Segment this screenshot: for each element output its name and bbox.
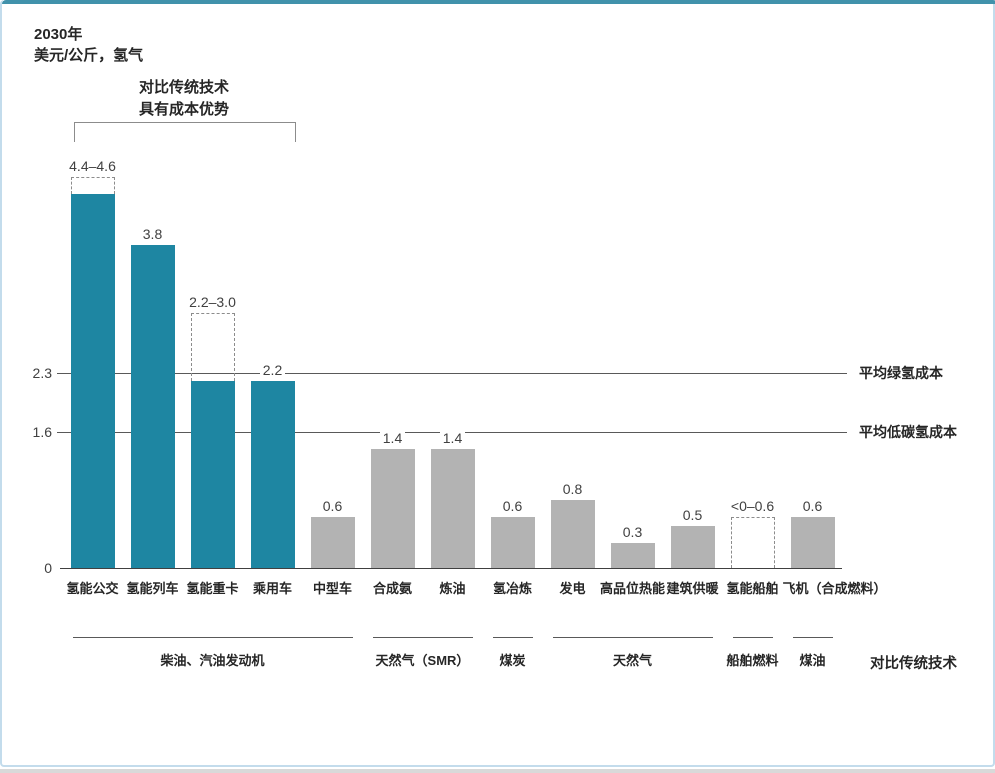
- cost-advantage-annotation-line1: 对比传统技术: [138, 79, 229, 96]
- bar-氢能列车: [130, 245, 175, 568]
- bar-飞机（合成燃料）: [790, 517, 835, 568]
- group-label-1: 天然气（SMR）: [375, 653, 470, 668]
- reference-line-label-0: 平均绿氢成本: [859, 364, 943, 381]
- bar-value-氢能列车: 3.8: [93, 226, 213, 242]
- group-line-2: [492, 637, 533, 638]
- category-label-发电: 发电: [559, 581, 586, 596]
- bar-value-中型车: 0.6: [273, 498, 393, 514]
- bar-发电: [550, 500, 595, 568]
- bar-合成氨: [370, 449, 415, 568]
- bar-中型车: [310, 517, 355, 568]
- bar-range-氢能船舶: [730, 517, 775, 568]
- group-line-0: [72, 637, 353, 638]
- bar-乘用车: [250, 381, 295, 568]
- bar-value-氢能重卡: 2.2–3.0: [153, 294, 273, 310]
- bar-氢能重卡: [190, 381, 235, 568]
- group-label-4: 船舶燃料: [726, 653, 779, 668]
- bar-建筑供暖: [670, 525, 715, 568]
- cost-advantage-annotation-line2: 具有成本优势: [138, 101, 229, 118]
- bar-value-合成氨: 1.4: [333, 430, 453, 446]
- category-label-炼油: 炼油: [439, 581, 466, 596]
- y-axis-tick-1.6: 1.6: [32, 424, 52, 440]
- group-label-2: 煤炭: [499, 653, 526, 668]
- category-label-氢冶炼: 氢冶炼: [492, 581, 532, 596]
- comparison-axis-label: 对比传统技术: [870, 656, 957, 672]
- group-label-5: 煤油: [799, 653, 826, 668]
- reference-line-label-1: 平均低碳氢成本: [859, 424, 957, 440]
- cost-advantage-annotation: 对比传统技术 具有成本优势: [84, 77, 284, 121]
- category-label-高品位热能: 高品位热能: [599, 581, 665, 596]
- reference-line-2.3: [57, 372, 847, 374]
- chart-title-year: 2030年: [34, 26, 83, 43]
- top-accent-bar: [2, 0, 995, 4]
- bar-value-建筑供暖: 0.5: [633, 506, 753, 523]
- bar-value-发电: 0.8: [513, 481, 633, 497]
- group-label-0: 柴油、汽油发动机: [160, 653, 265, 668]
- chart-title-block: 2030年 美元/公斤，氢气: [34, 24, 143, 66]
- category-label-合成氨: 合成氨: [372, 581, 412, 596]
- bar-value-飞机（合成燃料）: 0.6: [753, 498, 873, 514]
- bar-value-乘用车: 2.2: [213, 362, 333, 378]
- bar-氢冶炼: [490, 517, 535, 568]
- bar-高品位热能: [610, 542, 655, 568]
- category-label-氢能重卡: 氢能重卡: [186, 581, 239, 596]
- group-line-4: [732, 637, 773, 638]
- bar-range-氢能重卡: [190, 313, 235, 381]
- group-line-1: [372, 637, 473, 638]
- category-label-氢能船舶: 氢能船舶: [726, 581, 779, 596]
- category-label-中型车: 中型车: [312, 581, 352, 596]
- y-axis-tick-0: 0: [44, 560, 52, 576]
- bar-value-氢能船舶: <0–0.6: [693, 498, 813, 514]
- y-axis-tick-2.3: 2.3: [32, 364, 52, 381]
- bar-value-高品位热能: 0.3: [573, 523, 693, 540]
- bar-range-氢能公交: [70, 177, 115, 194]
- page-bottom-strip: [0, 769, 995, 773]
- bar-value-氢冶炼: 0.6: [453, 498, 573, 514]
- group-line-3: [552, 637, 713, 638]
- category-label-氢能公交: 氢能公交: [66, 581, 119, 596]
- chart-title-unit: 美元/公斤，氢气: [34, 47, 144, 64]
- group-label-3: 天然气: [612, 653, 652, 668]
- bar-value-氢能公交: 4.4–4.6: [33, 158, 153, 174]
- cost-advantage-bracket: [73, 122, 296, 142]
- bar-value-炼油: 1.4: [393, 430, 513, 446]
- x-axis-line: [60, 568, 842, 569]
- bar-氢能公交: [70, 194, 115, 568]
- category-label-飞机（合成燃料）: 飞机（合成燃料）: [782, 581, 887, 596]
- group-line-5: [792, 637, 833, 638]
- category-label-氢能列车: 氢能列车: [126, 581, 179, 596]
- category-label-乘用车: 乘用车: [252, 581, 292, 596]
- category-label-建筑供暖: 建筑供暖: [666, 581, 719, 596]
- bar-炼油: [430, 449, 475, 568]
